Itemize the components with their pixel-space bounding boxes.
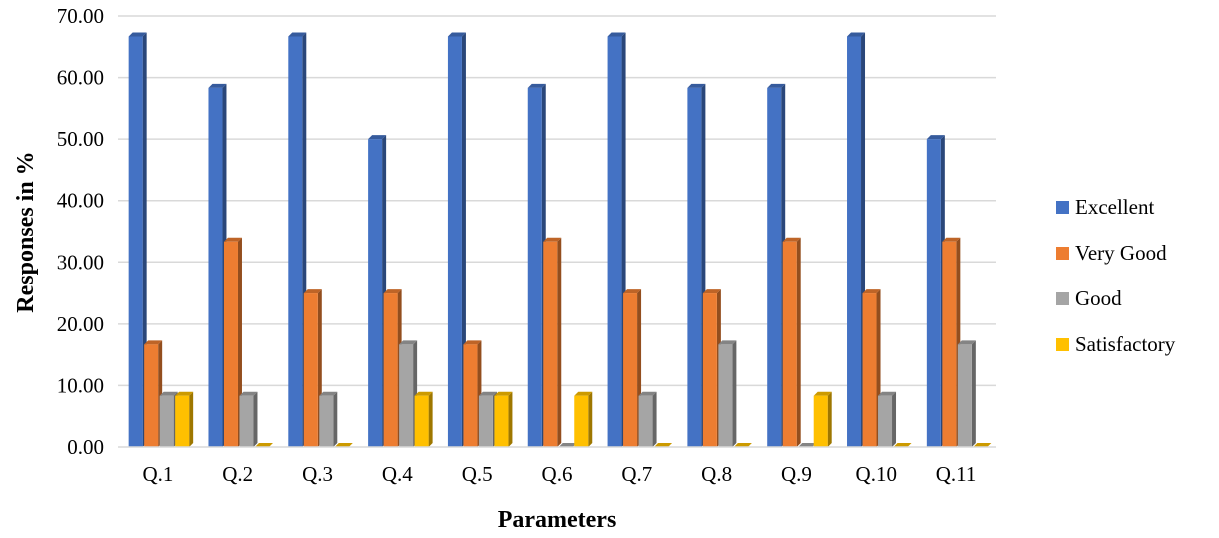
x-tick-label: Q.10 bbox=[856, 462, 897, 486]
bar-very-good-q8 bbox=[702, 289, 721, 447]
x-tick-label: Q.11 bbox=[936, 462, 977, 486]
legend-swatch bbox=[1056, 246, 1069, 260]
bar-very-good-q6 bbox=[543, 237, 562, 447]
bar-very-good-q7 bbox=[623, 289, 642, 447]
legend-label: Satisfactory bbox=[1075, 331, 1176, 356]
bars bbox=[128, 32, 992, 448]
bar-good-q9 bbox=[798, 443, 817, 447]
bar-satisfactory-q4 bbox=[414, 391, 433, 447]
bar-excellent-q2 bbox=[208, 83, 227, 448]
y-axis-title: Responses in % bbox=[13, 151, 39, 312]
y-tick-label: 40.00 bbox=[57, 189, 104, 213]
bar-satisfactory-q5 bbox=[494, 391, 513, 447]
bar-very-good-q2 bbox=[223, 237, 242, 447]
y-tick-label: 70.00 bbox=[57, 4, 104, 28]
bar-good-q10 bbox=[878, 391, 897, 447]
legend-item-very-good: Very Good bbox=[1056, 238, 1216, 269]
bar-good-q8 bbox=[718, 340, 737, 447]
bar-good-q5 bbox=[478, 391, 497, 447]
bar-satisfactory-q10 bbox=[893, 443, 912, 447]
x-axis-ticks: Q.1 Q.2 Q.3 Q.4 Q.5 Q.6 Q.7 Q.8 Q.9 Q.10 Q.11 bbox=[142, 462, 976, 486]
bar-very-good-q11 bbox=[942, 237, 961, 447]
legend-swatch bbox=[1056, 337, 1069, 351]
bar-good-q4 bbox=[399, 340, 418, 447]
bar-satisfactory-q1 bbox=[175, 391, 194, 447]
bar-excellent-q5 bbox=[447, 32, 466, 447]
legend-swatch bbox=[1056, 201, 1069, 214]
x-tick-label: Q.6 bbox=[542, 462, 573, 486]
y-tick-label: 10.00 bbox=[57, 373, 104, 397]
bar-very-good-q3 bbox=[303, 289, 322, 447]
bar-excellent-q10 bbox=[847, 32, 866, 447]
x-tick-label: Q.7 bbox=[621, 462, 652, 486]
bar-excellent-q9 bbox=[767, 83, 786, 448]
legend-item-good: Good bbox=[1056, 283, 1216, 314]
legend-item-excellent: Excellent bbox=[1056, 192, 1216, 223]
x-tick-label: Q.5 bbox=[462, 462, 493, 486]
y-tick-label: 30.00 bbox=[57, 250, 104, 274]
legend: Excellent Very Good Good Satisfactory bbox=[1056, 192, 1216, 374]
bar-excellent-q3 bbox=[288, 32, 307, 447]
bar-good-q11 bbox=[957, 340, 976, 447]
bar-very-good-q5 bbox=[463, 340, 482, 447]
x-axis-title: Parameters bbox=[498, 507, 617, 533]
legend-label: Very Good bbox=[1075, 240, 1167, 265]
y-axis-ticks: 0.00 10.00 20.00 30.00 40.00 50.00 60.00 70.00 bbox=[57, 4, 104, 459]
x-tick-label: Q.9 bbox=[781, 462, 812, 486]
bar-very-good-q1 bbox=[144, 340, 163, 447]
legend-label: Good bbox=[1075, 286, 1122, 310]
x-tick-label: Q.8 bbox=[701, 462, 732, 486]
bar-very-good-q10 bbox=[862, 289, 881, 447]
bar-excellent-q11 bbox=[926, 135, 945, 447]
bar-good-q1 bbox=[159, 391, 178, 447]
bar-satisfactory-q7 bbox=[654, 443, 673, 447]
bar-good-q2 bbox=[239, 391, 258, 447]
bar-very-good-q9 bbox=[782, 237, 801, 447]
bar-satisfactory-q6 bbox=[574, 391, 593, 447]
legend-swatch bbox=[1056, 292, 1069, 305]
x-tick-label: Q.1 bbox=[142, 462, 173, 486]
y-tick-label: 0.00 bbox=[67, 435, 104, 459]
x-tick-label: Q.3 bbox=[302, 462, 333, 486]
bar-good-q6 bbox=[558, 443, 577, 447]
y-tick-label: 50.00 bbox=[57, 127, 104, 151]
legend-label: Excellent bbox=[1075, 195, 1155, 219]
x-tick-label: Q.4 bbox=[382, 462, 413, 486]
bar-excellent-q4 bbox=[368, 135, 387, 447]
bar-satisfactory-q11 bbox=[973, 443, 992, 447]
y-tick-label: 60.00 bbox=[57, 66, 104, 90]
legend-item-satisfactory: Satisfactory bbox=[1056, 329, 1216, 360]
bar-excellent-q6 bbox=[527, 83, 546, 448]
bar-satisfactory-q8 bbox=[733, 443, 752, 447]
bar-good-q3 bbox=[319, 391, 338, 447]
bar-satisfactory-q9 bbox=[813, 391, 832, 447]
bar-satisfactory-q2 bbox=[254, 443, 273, 447]
bar-excellent-q8 bbox=[687, 83, 706, 448]
x-tick-label: Q.2 bbox=[222, 462, 253, 486]
bar-excellent-q7 bbox=[607, 32, 626, 447]
bar-good-q7 bbox=[638, 391, 657, 447]
bar-excellent-q1 bbox=[128, 32, 147, 447]
y-tick-label: 20.00 bbox=[57, 312, 104, 336]
bar-very-good-q4 bbox=[383, 289, 402, 447]
bar-satisfactory-q3 bbox=[334, 443, 353, 447]
